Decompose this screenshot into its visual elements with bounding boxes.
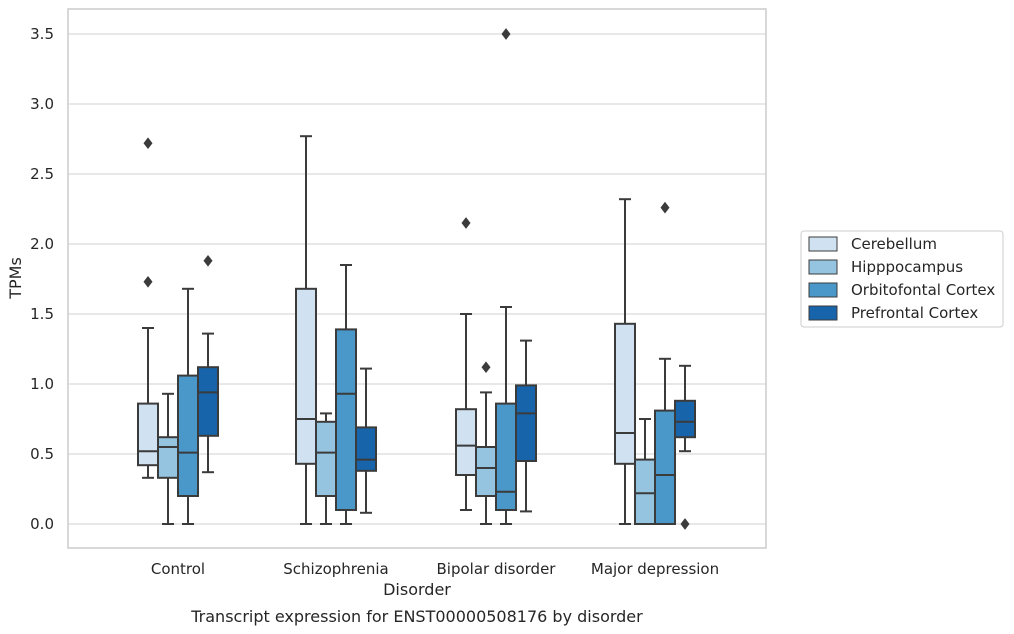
legend-frame bbox=[800, 230, 1004, 328]
box-prefrontal-cortex-1 bbox=[355, 367, 377, 514]
x-axis-ticks: Control Schizophrenia Bipolar disorder Majo… bbox=[151, 560, 719, 578]
outlier-point bbox=[143, 275, 153, 288]
y-tick-label: 1.0 bbox=[30, 375, 54, 393]
outlier-point bbox=[203, 254, 213, 267]
x-tick-label: Schizophrenia bbox=[283, 560, 388, 578]
legend-label: Cerebellum bbox=[851, 235, 937, 253]
box-iqr bbox=[674, 399, 696, 439]
box-iqr bbox=[137, 402, 159, 467]
legend-swatch bbox=[808, 282, 838, 298]
box-hipppocampus-3 bbox=[634, 418, 656, 526]
box-iqr bbox=[197, 366, 219, 437]
legend-swatch bbox=[808, 305, 838, 321]
y-axis-ticks: 0.0 0.5 1.0 1.5 2.0 2.5 3.0 3.5 bbox=[30, 25, 54, 533]
box-cerebellum-3 bbox=[614, 198, 636, 525]
chart-caption: Transcript expression for ENST0000050817… bbox=[190, 607, 643, 626]
legend-label: Hipppocampus bbox=[851, 258, 963, 276]
box-orbitofontal-cortex-3 bbox=[654, 201, 676, 526]
box-iqr bbox=[654, 409, 676, 526]
x-tick-label: Control bbox=[151, 560, 205, 578]
outlier-point bbox=[143, 137, 153, 150]
box-series bbox=[137, 28, 696, 530]
box-iqr bbox=[315, 420, 337, 497]
y-tick-label: 0.0 bbox=[30, 515, 54, 533]
box-orbitofontal-cortex-1 bbox=[335, 264, 357, 525]
y-axis-title: TPMs bbox=[6, 257, 25, 300]
box-iqr bbox=[455, 408, 477, 477]
box-orbitofontal-cortex-2 bbox=[495, 28, 517, 525]
box-iqr bbox=[515, 384, 537, 462]
x-tick-label: Major depression bbox=[591, 560, 719, 578]
y-tick-label: 1.5 bbox=[30, 305, 54, 323]
box-prefrontal-cortex-2 bbox=[515, 339, 537, 513]
box-iqr bbox=[495, 402, 517, 512]
x-axis-title: Disorder bbox=[383, 580, 451, 599]
legend-swatch bbox=[808, 236, 838, 252]
box-iqr bbox=[634, 458, 656, 526]
box-iqr bbox=[157, 436, 179, 479]
box-cerebellum-1 bbox=[295, 135, 317, 525]
y-tick-label: 3.5 bbox=[30, 25, 54, 43]
legend-label: Prefrontal Cortex bbox=[851, 304, 978, 322]
box-iqr bbox=[355, 426, 377, 472]
y-tick-label: 2.5 bbox=[30, 165, 54, 183]
box-hipppocampus-2 bbox=[475, 361, 497, 525]
y-tick-label: 3.0 bbox=[30, 95, 54, 113]
y-tick-label: 0.5 bbox=[30, 445, 54, 463]
legend-swatch bbox=[808, 259, 838, 275]
box-cerebellum-0 bbox=[137, 137, 159, 479]
box-hipppocampus-0 bbox=[157, 392, 179, 525]
box-cerebellum-2 bbox=[455, 217, 477, 511]
box-hipppocampus-1 bbox=[315, 412, 337, 525]
box-prefrontal-cortex-3 bbox=[674, 364, 696, 530]
outlier-point bbox=[481, 361, 491, 374]
box-iqr bbox=[335, 328, 357, 511]
box-iqr bbox=[177, 374, 199, 498]
outlier-point bbox=[680, 518, 690, 530]
outlier-point bbox=[501, 28, 511, 40]
outlier-point bbox=[660, 201, 670, 214]
outlier-point bbox=[461, 217, 471, 229]
box-iqr bbox=[475, 446, 497, 497]
box-orbitofontal-cortex-0 bbox=[177, 287, 199, 525]
legend: Cerebellum Hipppocampus Orbitofontal Corte… bbox=[800, 230, 1004, 328]
x-tick-label: Bipolar disorder bbox=[437, 560, 557, 578]
y-tick-label: 2.0 bbox=[30, 235, 54, 253]
legend-label: Orbitofontal Cortex bbox=[851, 281, 995, 299]
box-iqr bbox=[295, 287, 317, 465]
plot-frame bbox=[67, 8, 767, 549]
box-prefrontal-cortex-0 bbox=[197, 254, 219, 474]
box-iqr bbox=[614, 322, 636, 465]
